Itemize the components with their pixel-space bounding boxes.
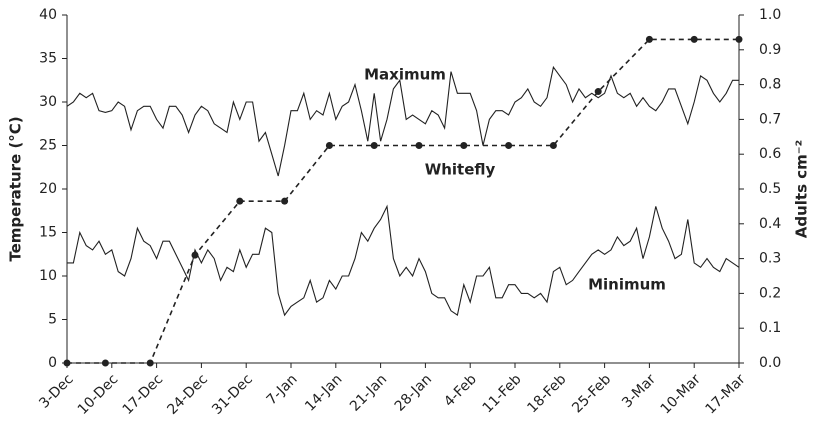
x-tick-label: 4-Feb: [441, 371, 480, 410]
series-line: [67, 204, 740, 317]
data-point: [370, 142, 378, 149]
data-point: [460, 142, 468, 149]
y2-tick-label: 0.6: [759, 146, 781, 162]
x-tick-label: 17-Dec: [120, 371, 167, 418]
y-tick-label: 20: [39, 181, 57, 197]
y-tick-label: 0: [48, 355, 57, 371]
x-tick-label: 18-Feb: [524, 371, 569, 416]
x-tick-label: 10-Dec: [75, 371, 122, 418]
y-axis-label: Temperature (°C): [7, 116, 25, 261]
data-point: [63, 359, 71, 367]
data-point: [690, 35, 698, 43]
data-point: [101, 359, 109, 367]
data-point: [594, 88, 602, 96]
x-tick-label: 17-Mar: [702, 371, 748, 417]
y-tick-label: 5: [48, 312, 57, 328]
y2-tick-label: 0.2: [759, 285, 781, 301]
x-tick-label: 24-Dec: [164, 371, 211, 418]
data-point: [325, 142, 333, 149]
series-line: [66, 65, 739, 177]
y2-tick-label: 0.4: [759, 216, 781, 232]
y-tick-label: 40: [39, 7, 57, 23]
x-tick-label: 28-Jan: [392, 371, 435, 414]
y2-tick-label: 0.7: [759, 111, 781, 127]
y2-tick-label: 0.5: [759, 181, 781, 197]
x-tick-label: 14-Jan: [302, 371, 345, 414]
y-tick-label: 35: [39, 51, 57, 67]
y2-tick-label: 1.0: [759, 7, 781, 23]
x-tick-label: 11-Feb: [480, 371, 525, 416]
data-point: [236, 197, 244, 205]
data-point: [735, 35, 743, 43]
data-point: [645, 35, 653, 43]
data-point: [415, 142, 423, 149]
y-tick-label: 25: [39, 138, 57, 154]
y2-tick-label: 0.0: [759, 355, 781, 371]
x-tick-label: 31-Dec: [209, 371, 256, 418]
y2-tick-label: 0.9: [759, 42, 781, 58]
series-line: [67, 38, 739, 364]
data-point: [549, 142, 557, 149]
x-tick-label: 3-Dec: [36, 371, 76, 411]
x-tick-label: 10-Mar: [658, 371, 704, 417]
y2-tick-label: 0.8: [759, 77, 781, 93]
y2-tick-label: 0.1: [759, 320, 781, 336]
y-tick-label: 15: [39, 225, 57, 241]
data-point: [146, 359, 154, 367]
data-point: [505, 142, 513, 149]
y2-tick-label: 0.3: [759, 251, 781, 267]
y2-axis-label: Adults cm⁻²: [793, 140, 811, 239]
annotation: Whitefly: [425, 161, 496, 179]
data-point: [281, 197, 289, 205]
y-tick-label: 10: [39, 268, 57, 284]
x-tick-label: 21-Jan: [347, 371, 390, 414]
x-tick-label: 25-Feb: [569, 371, 614, 416]
x-tick-label: 3-Mar: [619, 371, 659, 411]
annotation: Maximum: [364, 66, 446, 84]
annotation: Minimum: [588, 276, 666, 294]
y-tick-label: 30: [39, 94, 57, 110]
x-tick-label: 7-Jan: [264, 371, 301, 408]
data-point: [191, 251, 199, 259]
